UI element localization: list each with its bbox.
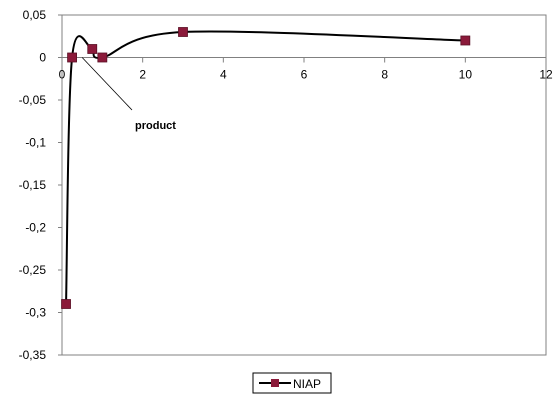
y-tick-label: 0 [39,51,46,65]
data-point-marker [87,44,98,54]
y-tick-label: -0,35 [19,348,47,362]
series-layer [61,27,471,309]
y-tick-label: -0,05 [19,93,47,107]
x-tick-label: 12 [539,68,553,82]
x-axis: 0 2 4 6 8 10 12 [59,57,553,82]
annotation-leader-line [81,57,133,111]
legend-marker-swatch [271,379,279,387]
legend-box [252,372,332,394]
x-tick-label: 4 [220,68,227,82]
data-point-marker [97,52,108,63]
y-tick-label: -0,15 [19,178,47,192]
annotation-layer: product [81,57,176,132]
y-axis-labels: 0,05 0 -0,05 -0,1 -0,15 -0,2 -0,25 -0,3 -0,35 [19,8,62,362]
data-point-marker [67,52,77,63]
legend-label-niap: NIAP [293,377,321,391]
data-point-marker [61,299,71,309]
x-tick-label: 2 [139,68,146,82]
plot-area [61,14,547,356]
series-line-niap [65,30,466,305]
y-tick-label: 0,05 [23,8,47,22]
y-tick-label: -0,25 [19,263,47,277]
legend: NIAP [252,372,332,394]
x-tick-label: 8 [381,68,388,82]
x-tick-label: 10 [459,68,473,82]
y-tick-label: -0,2 [25,221,46,235]
annotation-product: product [135,120,176,132]
y-tick-label: -0,1 [25,136,46,150]
x-tick-label: 0 [59,68,66,82]
data-point-marker [178,27,188,37]
x-tick-label: 6 [301,68,308,82]
y-tick-label: -0,3 [25,306,46,320]
data-point-marker [460,35,471,46]
